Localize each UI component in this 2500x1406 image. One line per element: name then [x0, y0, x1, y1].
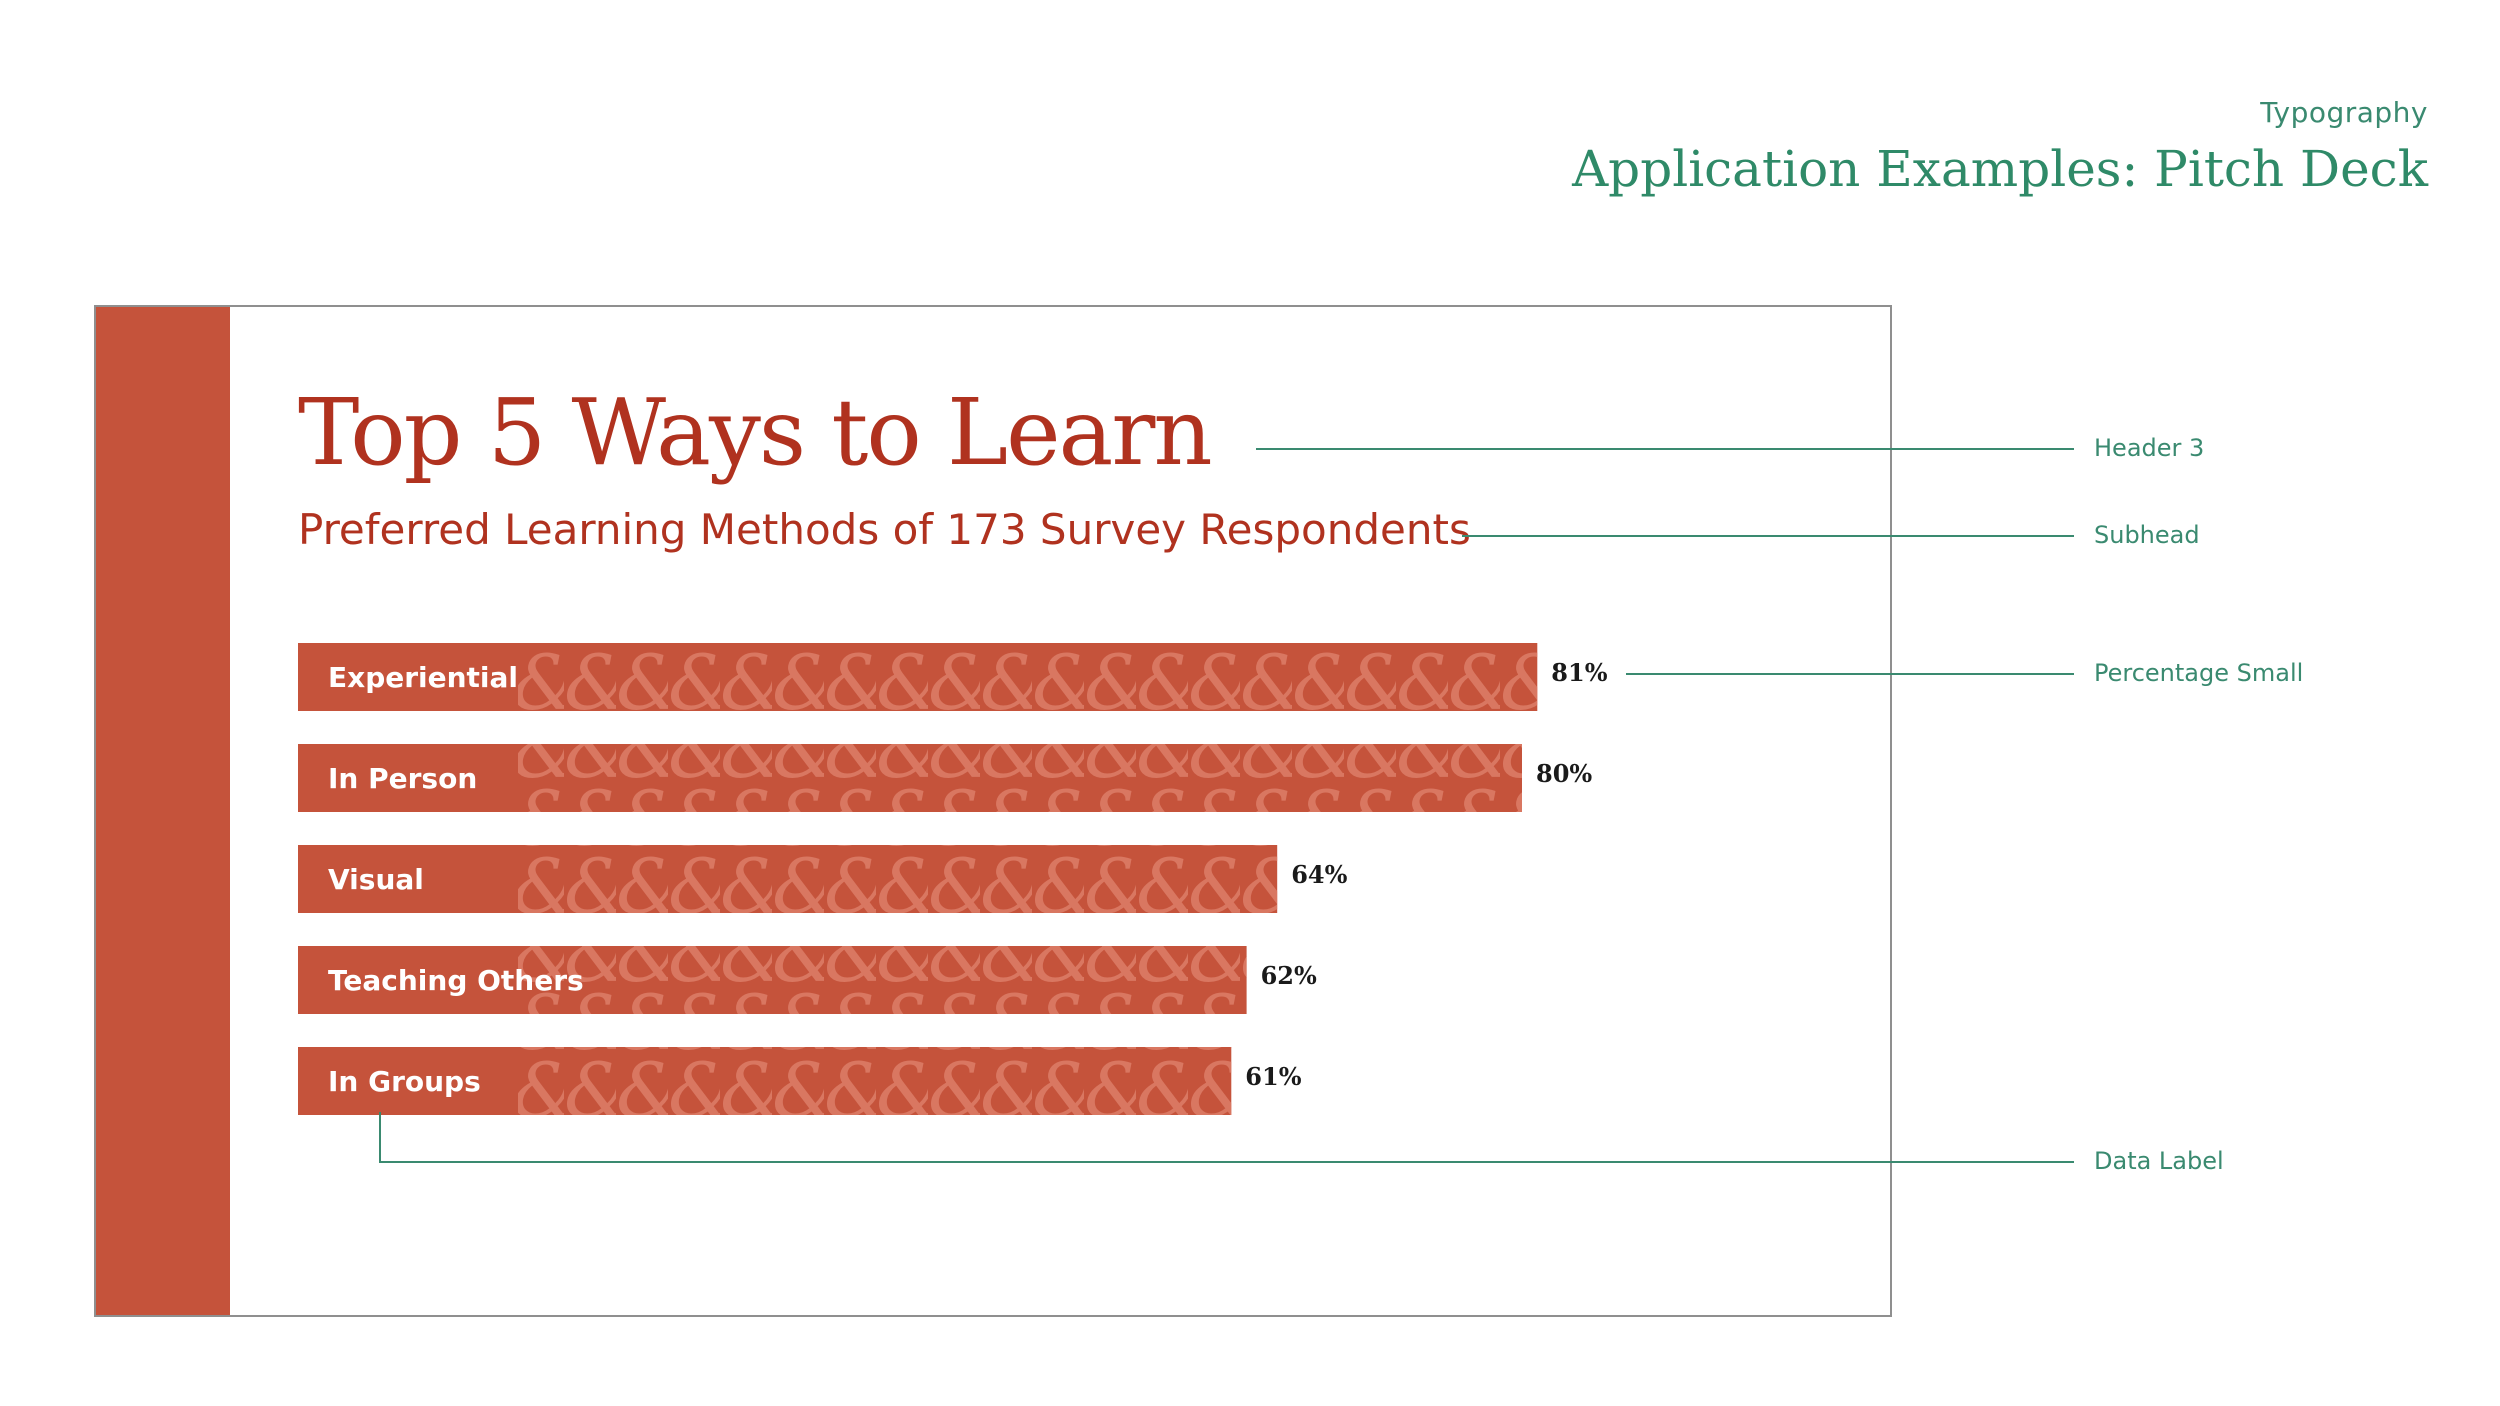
bar-texture — [518, 845, 1278, 913]
bar-value-label: 61% — [1245, 1062, 1301, 1091]
slide-frame: Top 5 Ways to Learn Preferred Learning M… — [94, 305, 1892, 1317]
bar-value-label: 64% — [1291, 860, 1347, 889]
annotation-subhead: Subhead — [2094, 521, 2200, 549]
bar-value-label: 80% — [1536, 759, 1592, 788]
slide-header: Top 5 Ways to Learn — [298, 379, 1213, 486]
bar-category-label: Experiential — [328, 661, 518, 694]
bar-value-label: 81% — [1551, 658, 1607, 687]
bar-category-label: In Groups — [328, 1065, 481, 1098]
annotation-header3: Header 3 — [2094, 434, 2205, 462]
bar-category-label: In Person — [328, 762, 477, 795]
section-label: Typography — [2260, 96, 2428, 129]
annotation-data-label: Data Label — [2094, 1147, 2224, 1175]
slide-subhead: Preferred Learning Methods of 173 Survey… — [298, 505, 1471, 554]
page-title: Application Examples: Pitch Deck — [1572, 140, 2428, 198]
annotation-percentage-small: Percentage Small — [2094, 659, 2304, 687]
bar-category-label: Teaching Others — [328, 964, 584, 997]
bar-texture — [518, 1047, 1232, 1115]
data-label-leader-line — [379, 1112, 2074, 1163]
bar-category-label: Visual — [328, 863, 424, 896]
slide-accent-stripe — [96, 307, 230, 1315]
bar-texture — [518, 744, 1522, 812]
bar-value-label: 62% — [1261, 961, 1317, 990]
bar-texture — [518, 946, 1247, 1014]
bar-texture — [518, 643, 1538, 711]
